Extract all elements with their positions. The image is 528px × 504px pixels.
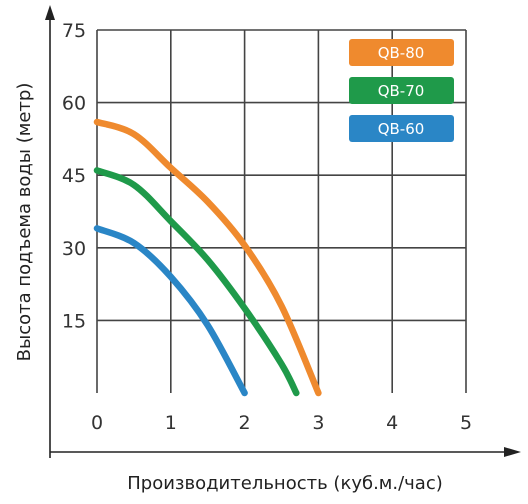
series-line-qb-80 [93,118,322,397]
x-tick-label: 1 [165,412,177,434]
y-tick-label: 30 [62,238,86,260]
x-tick-label: 2 [239,412,251,434]
axes [45,5,521,458]
x-tick-label: 0 [91,412,103,434]
y-tick-label: 45 [62,165,86,187]
x-axis-arrow [504,447,521,457]
series-line-qb-70 [93,167,300,397]
legend: QB-80 QB-70 QB-60 [349,39,454,142]
x-axis-label: Производительность (куб.м./час) [127,473,443,494]
legend-swatch-qb-70 [349,77,454,104]
y-axis-arrow [45,5,55,20]
legend-label-qb-60: QB-60 [378,120,425,138]
y-axis-label: Высота подъема воды (метр) [14,83,35,362]
y-tick-label: 15 [62,310,86,332]
x-tick-label: 5 [460,412,472,434]
series-line-qb-60 [93,225,248,397]
legend-label-qb-80: QB-80 [378,44,425,62]
x-tick-label: 4 [386,412,398,434]
legend-swatch-qb-60 [349,115,454,142]
legend-label-qb-70: QB-70 [378,82,425,100]
y-tick-label: 60 [62,93,86,115]
x-tick-label: 3 [312,412,324,434]
y-tick-label: 75 [62,20,86,42]
series-lines [93,118,322,397]
legend-swatch-qb-80 [349,39,454,66]
